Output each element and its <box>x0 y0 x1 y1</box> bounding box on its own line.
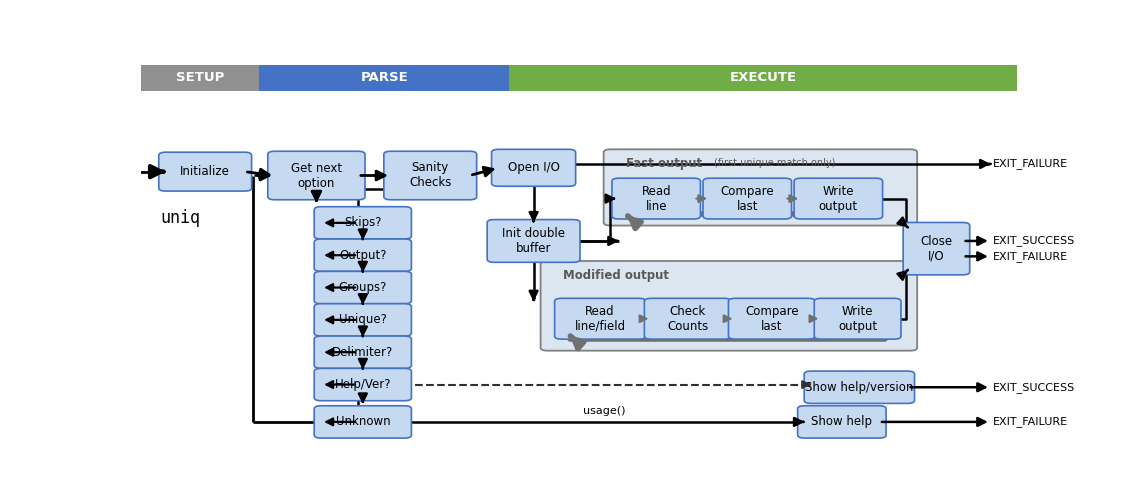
Text: Help/Ver?: Help/Ver? <box>334 378 391 391</box>
FancyBboxPatch shape <box>492 150 575 186</box>
FancyBboxPatch shape <box>158 152 252 191</box>
Text: SETUP: SETUP <box>176 71 225 84</box>
Text: usage(): usage() <box>583 406 626 416</box>
Text: Initialize: Initialize <box>181 165 231 178</box>
Text: EXIT_FAILURE: EXIT_FAILURE <box>992 416 1068 428</box>
Text: EXIT_FAILURE: EXIT_FAILURE <box>992 251 1068 262</box>
Text: Check
Counts: Check Counts <box>667 304 709 332</box>
FancyBboxPatch shape <box>314 239 411 272</box>
FancyBboxPatch shape <box>903 222 970 275</box>
Text: Unknown: Unknown <box>336 416 390 428</box>
FancyBboxPatch shape <box>314 336 411 368</box>
Text: Get next
option: Get next option <box>290 162 342 190</box>
FancyBboxPatch shape <box>603 150 918 226</box>
FancyBboxPatch shape <box>644 298 731 339</box>
FancyBboxPatch shape <box>805 371 914 404</box>
Bar <box>141 64 260 91</box>
Bar <box>508 64 1017 91</box>
Text: PARSE: PARSE <box>360 71 408 84</box>
Text: Write
output: Write output <box>819 184 858 212</box>
Text: EXECUTE: EXECUTE <box>730 71 797 84</box>
FancyBboxPatch shape <box>487 220 580 262</box>
FancyBboxPatch shape <box>314 304 411 336</box>
FancyBboxPatch shape <box>314 206 411 239</box>
Text: Write
output: Write output <box>838 304 877 332</box>
Text: Close
I/O: Close I/O <box>920 234 953 262</box>
Text: EXIT_SUCCESS: EXIT_SUCCESS <box>992 236 1075 246</box>
Text: uniq: uniq <box>160 209 200 227</box>
FancyBboxPatch shape <box>794 178 883 219</box>
FancyBboxPatch shape <box>703 178 791 219</box>
Text: Compare
last: Compare last <box>745 304 799 332</box>
Text: Modified output: Modified output <box>564 269 669 282</box>
Bar <box>260 64 508 91</box>
Text: Fast output: Fast output <box>626 156 703 170</box>
FancyBboxPatch shape <box>314 406 411 438</box>
Text: EXIT_SUCCESS: EXIT_SUCCESS <box>992 382 1075 392</box>
FancyBboxPatch shape <box>268 151 365 200</box>
Text: Skips?: Skips? <box>344 216 382 230</box>
FancyBboxPatch shape <box>798 406 886 438</box>
Text: Show help/version: Show help/version <box>806 381 913 394</box>
FancyBboxPatch shape <box>612 178 701 219</box>
Text: EXIT_FAILURE: EXIT_FAILURE <box>992 158 1068 170</box>
FancyBboxPatch shape <box>555 298 645 339</box>
Text: Init double
buffer: Init double buffer <box>502 227 565 255</box>
FancyBboxPatch shape <box>314 272 411 304</box>
Text: Sanity
Checks: Sanity Checks <box>409 162 452 190</box>
Text: Read
line: Read line <box>642 184 671 212</box>
Text: Open I/O: Open I/O <box>507 162 559 174</box>
Text: Show help: Show help <box>811 416 872 428</box>
FancyBboxPatch shape <box>540 261 918 350</box>
Text: Unique?: Unique? <box>339 314 386 326</box>
FancyBboxPatch shape <box>729 298 815 339</box>
Text: Compare
last: Compare last <box>721 184 774 212</box>
Text: Output?: Output? <box>339 248 386 262</box>
Text: Delimiter?: Delimiter? <box>332 346 393 358</box>
FancyBboxPatch shape <box>314 368 411 400</box>
Text: Groups?: Groups? <box>339 281 386 294</box>
Text: (first unique match only): (first unique match only) <box>714 158 835 168</box>
FancyBboxPatch shape <box>815 298 901 339</box>
Text: Read
line/field: Read line/field <box>574 304 626 332</box>
FancyBboxPatch shape <box>384 151 477 200</box>
